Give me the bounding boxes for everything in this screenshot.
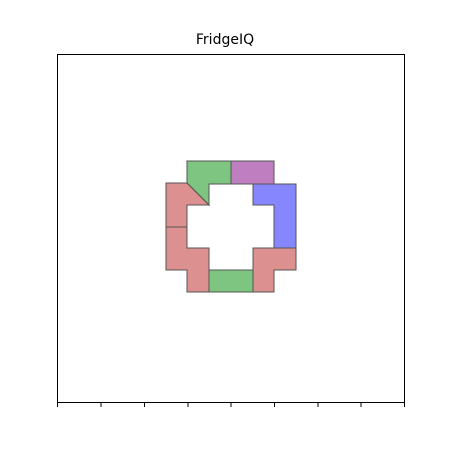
piece-blue-right[interactable] (252, 183, 297, 249)
piece-red-right-lower[interactable] (252, 247, 297, 293)
x-ticks (57, 402, 405, 407)
page-title: FridgeIQ (195, 32, 255, 48)
piece-green-bottom[interactable] (208, 269, 254, 293)
piece-purple-top[interactable] (230, 160, 275, 185)
piece-red-left-lower[interactable] (165, 226, 210, 293)
plot-frame (57, 54, 405, 403)
